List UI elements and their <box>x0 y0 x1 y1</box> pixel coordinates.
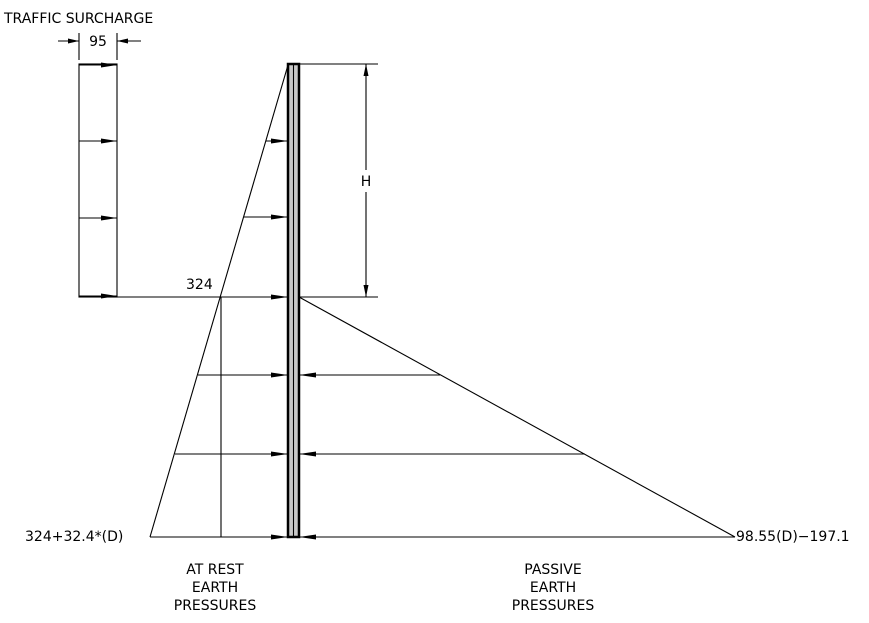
passive-pressure-diagram: 98.55(D)−197.1 PASSIVE EARTH PRESSURES <box>298 296 850 614</box>
at-rest-arrowhead-3 <box>271 372 288 378</box>
passive-value-bottom: 98.55(D)−197.1 <box>736 529 850 545</box>
at-rest-pressure-diagram: 324 324+32.4*(D) AT REST EARTH PRESSURES <box>25 64 289 614</box>
passive-sloped-boundary <box>298 296 736 538</box>
passive-arrowhead-1 <box>299 372 316 378</box>
surcharge-value: 95 <box>89 34 107 50</box>
at-rest-arrowhead-2 <box>271 214 288 220</box>
passive-arrowhead-2 <box>299 451 316 457</box>
at-rest-caption-line-1: AT REST <box>186 562 244 578</box>
at-rest-arrowhead-1 <box>271 138 288 144</box>
at-rest-arrowhead-4 <box>271 451 288 457</box>
surcharge-arrowhead-3 <box>101 215 117 221</box>
passive-caption-line-2: EARTH <box>530 580 576 596</box>
at-rest-caption-line-2: EARTH <box>192 580 238 596</box>
h-dim-arrow-bottom <box>363 285 369 297</box>
passive-caption-line-3: PRESSURES <box>512 598 595 614</box>
passive-caption-line-1: PASSIVE <box>524 562 581 578</box>
at-rest-sloped-boundary <box>149 64 289 538</box>
at-rest-value-bottom: 324+32.4*(D) <box>25 529 123 545</box>
height-dimension: H <box>299 63 378 298</box>
at-rest-arrowhead-base <box>271 534 288 540</box>
traffic-surcharge-title: TRAFFIC SURCHARGE <box>3 11 153 27</box>
surcharge-dim-arrow-left <box>68 38 79 44</box>
at-rest-caption-line-3: PRESSURES <box>174 598 257 614</box>
h-dim-arrow-top <box>363 64 369 76</box>
height-label: H <box>361 174 372 190</box>
surcharge-dim-arrow-right <box>117 38 128 44</box>
at-rest-value-top: 324 <box>186 277 213 293</box>
traffic-surcharge-group: TRAFFIC SURCHARGE 95 <box>3 11 153 299</box>
surcharge-arrowhead-4 <box>101 293 117 299</box>
at-rest-arrowhead-324 <box>271 294 288 300</box>
surcharge-arrowhead-1 <box>101 62 117 68</box>
surcharge-arrowhead-2 <box>101 138 117 144</box>
surcharge-block <box>78 63 118 298</box>
sheet-pile-wall <box>286 62 301 539</box>
passive-arrowhead-base <box>299 534 316 540</box>
